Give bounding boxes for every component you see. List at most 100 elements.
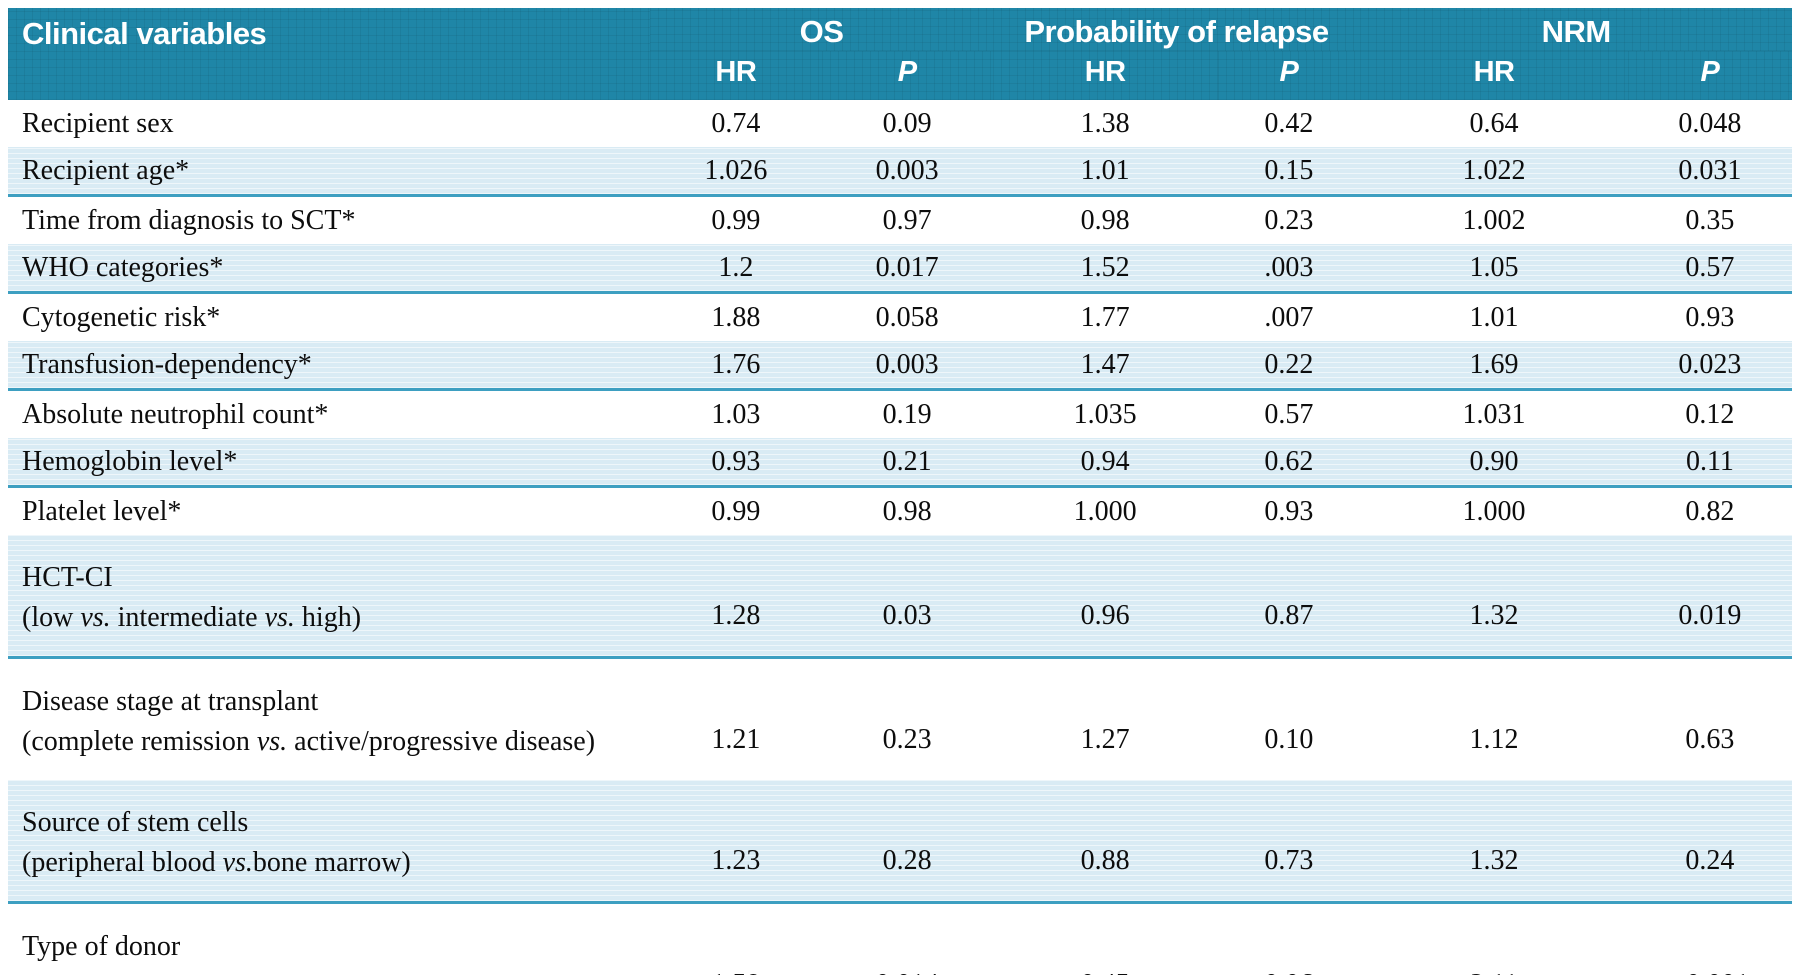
relapse-p-value: 0.06 (1218, 903, 1361, 975)
relapse-p-value: 0.10 (1264, 724, 1314, 755)
column-header-clinical-variables: Clinical variables (8, 8, 651, 100)
row-label: Hemoglobin level* (8, 438, 651, 488)
nrm-p-value: 0.019 (1627, 535, 1792, 659)
os-hr-value: 0.99 (711, 204, 761, 236)
relapse-p-value: 0.62 (1217, 438, 1361, 488)
table-row: Disease stage at transplant (complete rem… (8, 658, 1792, 781)
nrm-hr-value: 1.01 (1469, 301, 1519, 333)
os-p-value: 0.21 (821, 438, 993, 488)
nrm-p-value: <0.001 (1628, 903, 1792, 975)
relapse-hr-value: 1.27 (1080, 724, 1130, 755)
header-group-row: Clinical variables OS Probability of rel… (8, 8, 1792, 100)
os-p-value: 0.03 (821, 535, 993, 659)
relapse-p-value: 0.57 (1264, 398, 1314, 430)
os-hr-value: 0.93 (650, 438, 822, 488)
os-hr-value: 1.28 (650, 535, 822, 659)
relapse-p-value: 0.42 (1264, 107, 1314, 139)
os-p-value: 0.058 (875, 301, 939, 333)
table-row: Time from diagnosis to SCT* 0.99 0.97 0.98 0… (8, 196, 1792, 245)
os-hr-value: 1.03 (711, 398, 761, 430)
os-hr-value: 1.23 (650, 780, 822, 904)
relapse-p-value: 0.23 (1264, 204, 1314, 236)
nrm-hr-value: 1.000 (1462, 495, 1526, 527)
relapse-hr-value: 1.47 (992, 341, 1218, 391)
row-label: Recipient sex (22, 107, 174, 139)
nrm-hr-value: 1.12 (1469, 724, 1519, 755)
row-label: Type of donor(HLA-identical sibling vs. … (22, 931, 610, 975)
relapse-hr-value: 0.88 (992, 780, 1218, 904)
row-label: Time from diagnosis to SCT* (22, 204, 356, 236)
table-row: Recipient age* 1.026 0.003 1.01 0.15 1.022 0.0… (8, 147, 1792, 197)
os-hr-value: 0.99 (711, 495, 761, 527)
nrm-hr-value: 1.32 (1360, 535, 1628, 659)
nrm-hr-value: 2.11 (1360, 903, 1628, 975)
nrm-p-value: 0.35 (1685, 204, 1735, 236)
nrm-hr-value: 1.031 (1462, 398, 1526, 430)
relapse-p-value: 0.87 (1217, 535, 1361, 659)
relapse-hr-value: 1.035 (1073, 398, 1137, 430)
table-body: Recipient sex 0.74 0.09 1.38 0.42 0.64 0.048 Re… (8, 100, 1792, 975)
os-p-value: 0.23 (882, 724, 932, 755)
row-label: Platelet level* (22, 495, 182, 527)
os-p-value: 0.003 (821, 341, 993, 391)
row-label: WHO categories* (8, 244, 651, 294)
table-row: Source of stem cells (peripheral blood vs… (8, 780, 1792, 904)
column-group-os: OS (650, 8, 993, 51)
subheader-os-p: P (822, 51, 993, 100)
os-hr-value: 1.026 (650, 147, 822, 197)
os-hr-value: 1.21 (711, 724, 761, 755)
subheader-nrm-p: P (1628, 51, 1792, 100)
nrm-p-value: 0.82 (1685, 495, 1735, 527)
nrm-p-value: 0.11 (1627, 438, 1792, 488)
nrm-hr-value: 1.32 (1360, 780, 1628, 904)
nrm-p-value: 0.12 (1685, 398, 1735, 430)
nrm-hr-value: 1.002 (1462, 204, 1526, 236)
relapse-hr-value: 0.96 (992, 535, 1218, 659)
nrm-p-value: 0.24 (1627, 780, 1792, 904)
relapse-hr-value: 0.94 (992, 438, 1218, 488)
relapse-hr-value: 1.38 (1080, 107, 1130, 139)
relapse-hr-value: 1.000 (1073, 495, 1137, 527)
column-group-probability-of-relapse: Probability of relapse (993, 8, 1361, 51)
row-label: HCT-CI (low vs. intermediate vs. high) (8, 535, 651, 659)
nrm-p-value: 0.023 (1627, 341, 1792, 391)
row-label: Recipient age* (8, 147, 651, 197)
relapse-p-value: 0.93 (1264, 495, 1314, 527)
relapse-p-value: .007 (1264, 301, 1314, 333)
subheader-relapse-p: P (1218, 51, 1361, 100)
subheader-relapse-hr: HR (993, 51, 1218, 100)
subheader-os-hr: HR (650, 51, 821, 100)
column-group-nrm: NRM (1360, 8, 1792, 51)
table-row: Recipient sex 0.74 0.09 1.38 0.42 0.64 0.048 (8, 100, 1792, 147)
relapse-hr-value: 0.45 (993, 903, 1218, 975)
table-row: Platelet level* 0.99 0.98 1.000 0.93 1.000 0.8… (8, 487, 1792, 536)
nrm-hr-value: 1.69 (1360, 341, 1628, 391)
nrm-hr-value: 0.90 (1360, 438, 1628, 488)
table-row: Cytogenetic risk* 1.88 0.058 1.77 .007 1.01 0.… (8, 293, 1792, 342)
os-p-value: 0.014 (822, 903, 993, 975)
table-row: Type of donor(HLA-identical sibling vs. … (8, 903, 1792, 975)
nrm-p-value: 0.63 (1685, 724, 1735, 755)
os-p-value: 0.017 (821, 244, 993, 294)
os-hr-value: 1.2 (650, 244, 822, 294)
clinical-variables-table: Clinical variables OS Probability of rel… (8, 8, 1792, 975)
table-row: Hemoglobin level* 0.93 0.21 0.94 0.62 0.90 0.1… (8, 438, 1792, 488)
subheader-nrm-hr: HR (1360, 51, 1628, 100)
os-p-value: 0.003 (821, 147, 993, 197)
relapse-hr-value: 1.01 (992, 147, 1218, 197)
relapse-hr-value: 0.98 (1080, 204, 1130, 236)
nrm-p-value: 0.57 (1627, 244, 1792, 294)
header-sub-row: HR P HR P HR P (8, 51, 1792, 100)
relapse-p-value: .003 (1217, 244, 1361, 294)
row-label: Disease stage at transplant (complete rem… (22, 686, 596, 757)
nrm-hr-value: 1.05 (1360, 244, 1628, 294)
relapse-p-value: 0.73 (1217, 780, 1361, 904)
row-label: Source of stem cells (peripheral blood vs… (8, 780, 651, 904)
row-label: Transfusion-dependency* (8, 341, 651, 391)
table-row: Absolute neutrophil count* 1.03 0.19 1.035 0… (8, 390, 1792, 439)
row-label: Absolute neutrophil count* (22, 398, 329, 430)
nrm-p-value: 0.048 (1678, 107, 1742, 139)
table-header: Clinical variables OS Probability of rel… (8, 8, 1792, 100)
os-p-value: 0.09 (882, 107, 932, 139)
